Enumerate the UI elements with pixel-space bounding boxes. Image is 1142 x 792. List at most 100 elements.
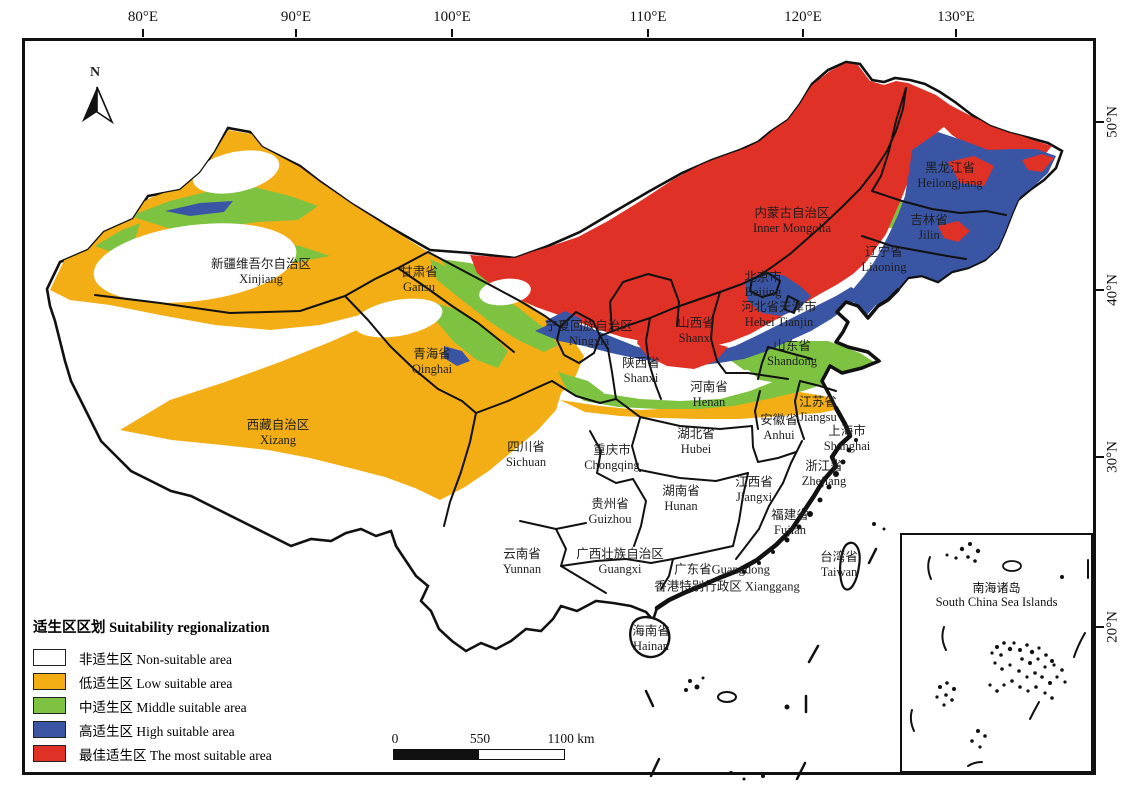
- province-name-zh: 上海市: [828, 423, 866, 438]
- province-name-zh: 云南省: [503, 546, 541, 561]
- province-label-shanxi: 陕西省 Shanxi: [622, 356, 660, 387]
- province-name-en: Ningxia: [568, 334, 610, 348]
- legend-swatch: [33, 745, 66, 762]
- province-name-zh: 广东省Guangdong: [674, 562, 770, 577]
- province-name-en: Gansu: [403, 280, 435, 294]
- scale-label-550: 550: [469, 731, 491, 746]
- province-name-en: Liaoning: [861, 260, 907, 274]
- province-label-hebei-tianjin: 河北省天津市 Hebei Tianjin: [741, 300, 816, 331]
- province-label-xizang: 西藏自治区 Xizang: [247, 418, 310, 449]
- legend-item-label: 非适生区 Non-suitable area: [79, 651, 232, 667]
- province-name-en: Anhui: [763, 428, 795, 442]
- longitude-label: 110°E: [629, 9, 667, 25]
- legend-title-zh: 适生区区划: [33, 620, 106, 636]
- longitude-tick: [955, 29, 957, 37]
- legend-item-label: 最佳适生区 The most suitable area: [79, 747, 272, 763]
- province-label--xianggang: 香港特别行政区 Xianggang: [654, 579, 799, 594]
- province-name-zh: 浙江省: [805, 458, 843, 473]
- province-name-zh: 山西省: [677, 315, 715, 330]
- legend-item-label: 中适生区 Middle suitable area: [79, 699, 247, 715]
- province-name-en: Xizang: [259, 433, 297, 447]
- province-name-en: Heilongjiang: [917, 176, 983, 190]
- north-arrow-label: N: [90, 65, 101, 80]
- province-name-zh: 湖南省: [662, 483, 700, 498]
- province-name-en: Henan: [692, 395, 726, 409]
- province-name-zh: 河北省天津市: [741, 299, 817, 314]
- province-name-en: Chongqing: [584, 458, 640, 472]
- province-label-anhui: 安徽省 Anhui: [760, 413, 798, 444]
- province-borders: [94, 87, 1007, 594]
- legend-item: 高适生区 High suitable area: [33, 721, 272, 739]
- province-label-shanxi: 山西省 Shanxi: [677, 316, 715, 347]
- legend-item-label: 低适生区 Low suitable area: [79, 675, 233, 691]
- province-name-zh: 福建省: [771, 507, 809, 522]
- province-label-guangxi: 广西壮族自治区 Guangxi: [576, 547, 664, 578]
- province-name-zh: 贵州省: [591, 496, 629, 511]
- hainan-island: [629, 615, 671, 659]
- province-name-en: Shanxi: [623, 371, 659, 385]
- legend-item: 中适生区 Middle suitable area: [33, 697, 272, 715]
- legend-item: 低适生区 Low suitable area: [33, 673, 272, 691]
- legend-title: 适生区区划 Suitability regionalization: [33, 616, 272, 637]
- province-name-en: Fujian: [774, 523, 806, 537]
- province-label-gansu: 甘肃省 Gansu: [400, 265, 438, 296]
- province-name-zh: 山东省: [773, 338, 811, 353]
- province-name-zh: 内蒙古自治区: [754, 205, 830, 220]
- longitude-label: 120°E: [784, 9, 822, 25]
- province-label-hubei: 湖北省 Hubei: [677, 427, 715, 458]
- province-name-en: Hainan: [632, 639, 670, 653]
- province-name-zh: 西藏自治区: [246, 417, 310, 432]
- province-name-zh: 甘肃省: [400, 264, 438, 279]
- province-name-zh: 重庆市: [593, 442, 631, 457]
- province-label-henan: 河南省 Henan: [690, 380, 728, 411]
- legend-title-en: Suitability regionalization: [109, 620, 270, 636]
- inset-title-zh: 南海诸岛: [972, 581, 1021, 595]
- suitability-most-accents: [637, 154, 1054, 369]
- province-name-zh: 青海省: [413, 346, 451, 361]
- province-label-qinghai: 青海省 Qinghai: [412, 347, 452, 378]
- province-label-beijing: 北京市 Beijing: [744, 270, 782, 301]
- province-label-shanghai: 上海市 Shanghai: [824, 424, 871, 455]
- province-name-en: Beijing: [744, 285, 782, 299]
- province-name-zh: 江苏省: [799, 394, 837, 409]
- province-name-zh: 香港特别行政区 Xianggang: [654, 579, 800, 594]
- province-name-en: Shanxi: [678, 331, 714, 345]
- legend-item-label: 高适生区 High suitable area: [79, 723, 235, 739]
- longitude-label: 90°E: [280, 9, 312, 25]
- province-name-zh: 宁夏回族自治区: [545, 318, 633, 333]
- scale-label-1100: 1100 km: [547, 731, 595, 746]
- province-name-zh: 陕西省: [622, 355, 660, 370]
- province-name-en: Sichuan: [505, 455, 547, 469]
- legend: 适生区区划 Suitability regionalization 非适生区 N…: [33, 616, 272, 769]
- province-name-en: Yunnan: [502, 562, 542, 576]
- scale-label-0: 0: [391, 731, 399, 746]
- legend-item: 最佳适生区 The most suitable area: [33, 745, 272, 763]
- province-name-en: Jiangxi: [735, 490, 773, 504]
- province-name-zh: 安徽省: [760, 412, 798, 427]
- latitude-tick: [1096, 121, 1104, 123]
- longitude-label: 80°E: [127, 9, 159, 25]
- paracel-ring-island: [717, 691, 737, 703]
- province-name-en: Guangxi: [598, 562, 642, 576]
- scale-bar: 0 550 1100 km: [391, 731, 595, 760]
- province-name-en: Guizhou: [588, 512, 632, 526]
- province-name-en: Hebei Tianjin: [744, 315, 814, 329]
- province-label-ningxia: 宁夏回族自治区 Ningxia: [545, 319, 633, 350]
- province-label-liaoning: 辽宁省 Liaoning: [861, 245, 906, 276]
- province-name-en: Hubei: [680, 442, 712, 456]
- province-name-en: Jiangsu: [799, 410, 837, 424]
- province-label-heilongjiang: 黑龙江省 Heilongjiang: [917, 161, 982, 192]
- province-label-jilin: 吉林省 Jilin: [910, 213, 948, 244]
- province-name-zh: 台湾省: [820, 549, 858, 564]
- north-arrow-icon: [82, 86, 114, 125]
- province-name-zh: 黑龙江省: [924, 160, 976, 175]
- legend-swatch: [33, 673, 66, 690]
- province-label-guizhou: 贵州省 Guizhou: [588, 497, 631, 528]
- province-name-zh: 吉林省: [910, 212, 948, 227]
- province-name-en: Zhejiang: [801, 474, 847, 488]
- province-name-en: Shanghai: [823, 439, 871, 453]
- longitude-tick: [451, 29, 453, 37]
- legend-swatch: [33, 649, 66, 666]
- province-label-jiangxi: 江西省 Jiangxi: [735, 475, 773, 506]
- province-label-jiangsu: 江苏省 Jiangsu: [799, 395, 837, 426]
